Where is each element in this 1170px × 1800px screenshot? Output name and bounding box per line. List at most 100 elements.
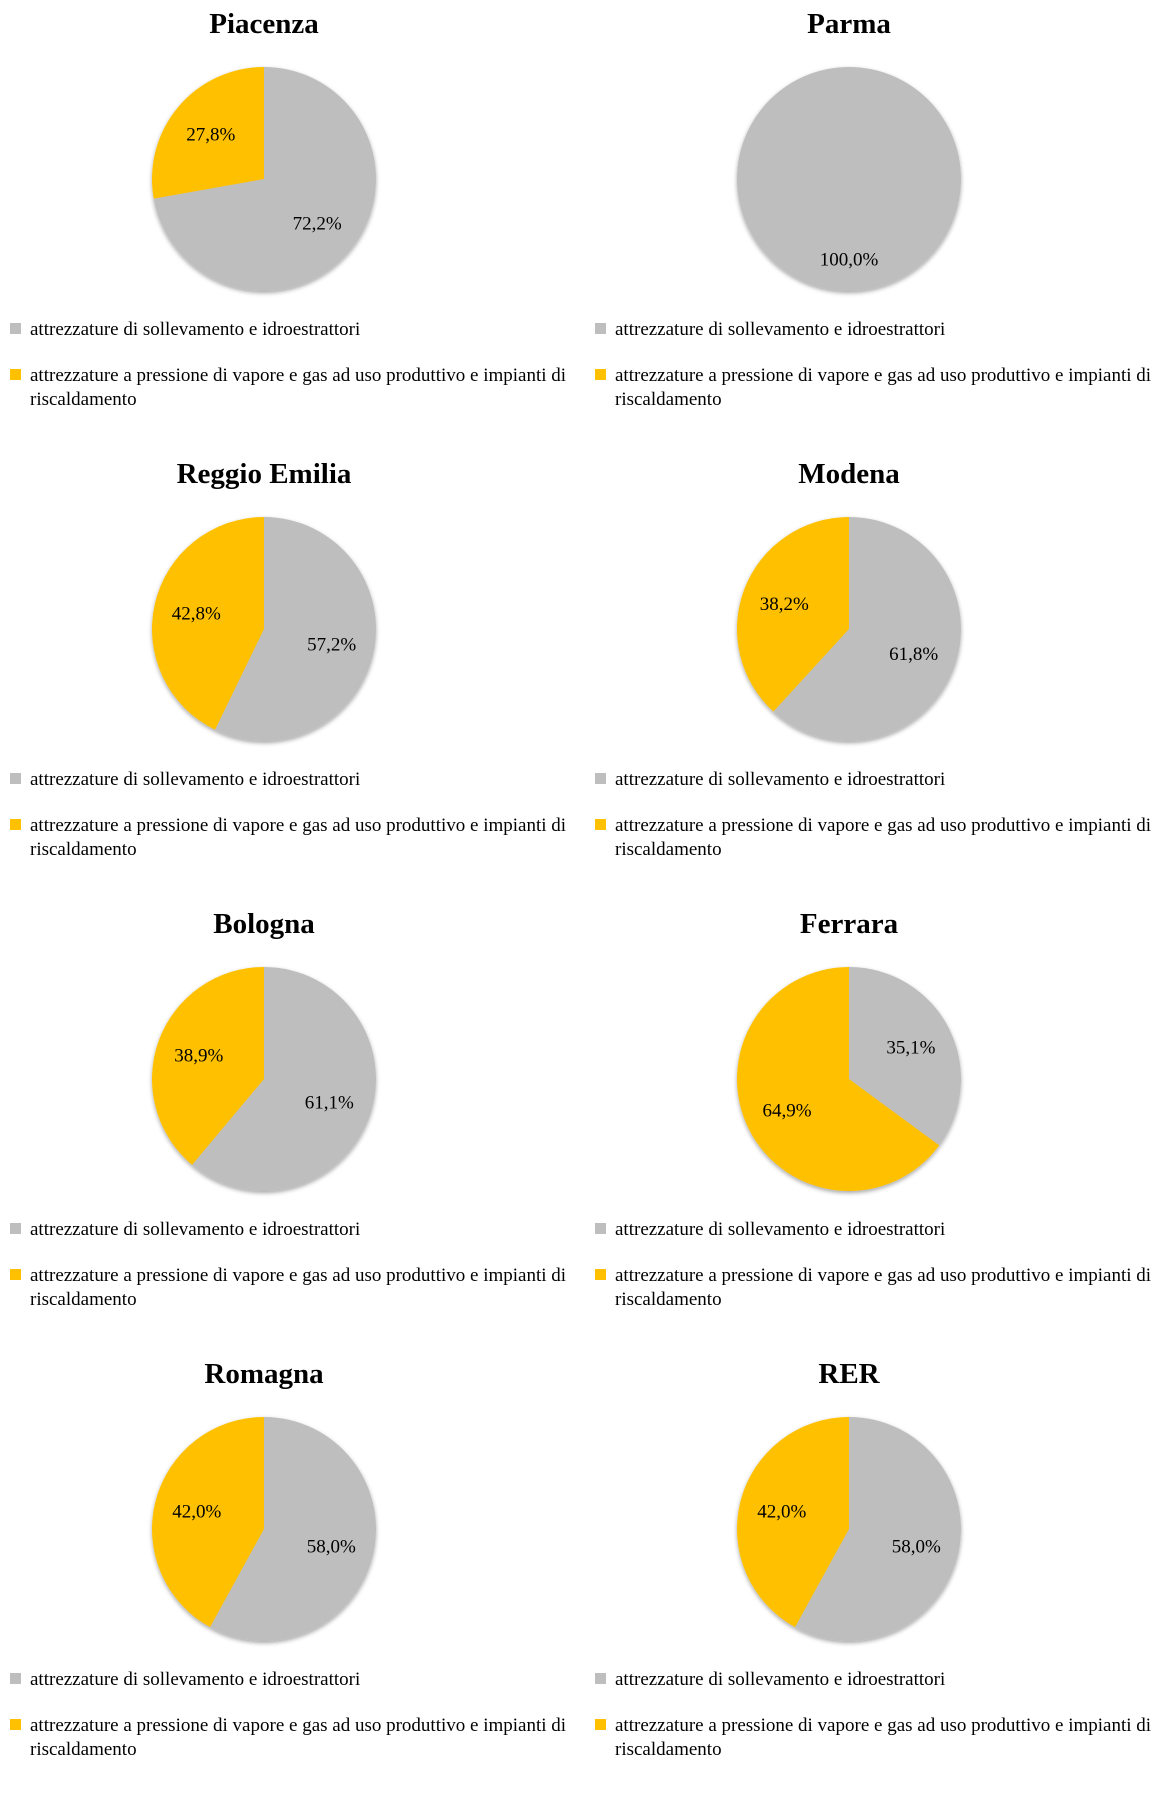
data-label: 64,9%	[762, 1100, 811, 1121]
legend-label: attrezzature di sollevamento e idroestra…	[615, 319, 946, 340]
data-label: 58,0%	[307, 1536, 356, 1557]
legend: attrezzature di sollevamento e idroestra…	[595, 1668, 1155, 1784]
pie-slice-sollevamento	[153, 67, 376, 291]
pie-slice-pressione	[737, 967, 940, 1191]
legend-label: attrezzature di sollevamento e idroestra…	[30, 1219, 361, 1240]
data-label: 42,0%	[757, 1502, 806, 1523]
legend-swatch	[10, 1269, 21, 1280]
legend-item: attrezzature di sollevamento e idroestra…	[595, 1668, 1155, 1692]
pie-slice-sollevamento	[795, 1417, 961, 1641]
legend-swatch	[10, 323, 21, 334]
chart-title: Piacenza	[209, 8, 319, 40]
legend-label: attrezzature a pressione di vapore e gas…	[615, 1265, 1152, 1310]
pie-chart-parma: Parma 100,0% attrezzature di sollevamento …	[585, 0, 1170, 450]
pie-slice-sollevamento	[210, 1417, 376, 1641]
pie-slice-sollevamento	[849, 967, 961, 1146]
legend-item: attrezzature a pressione di vapore e gas…	[10, 364, 570, 412]
pie-slice-pressione	[152, 967, 264, 1165]
legend-item: attrezzature a pressione di vapore e gas…	[595, 1714, 1155, 1762]
pie-rer: 58,0% 42,0%	[737, 1417, 961, 1641]
data-label: 27,8%	[186, 124, 235, 145]
legend: attrezzature di sollevamento e idroestra…	[10, 1668, 570, 1784]
legend-label: attrezzature a pressione di vapore e gas…	[30, 365, 567, 410]
data-label: 57,2%	[307, 635, 356, 656]
legend: attrezzature di sollevamento e idroestra…	[595, 1218, 1155, 1334]
pie-slice-pressione	[152, 517, 264, 730]
chart-title: Reggio Emilia	[176, 458, 352, 490]
data-label: 61,1%	[305, 1093, 354, 1114]
pie-slice-pressione	[737, 517, 849, 712]
legend-item: attrezzature a pressione di vapore e gas…	[595, 364, 1155, 412]
pie-piacenza: 72,2% 27,8%	[152, 67, 376, 291]
legend-label: attrezzature a pressione di vapore e gas…	[615, 365, 1152, 410]
pie-reggio-emilia: 57,2% 42,8%	[152, 517, 377, 741]
pie-modena: 61,8% 38,2%	[737, 517, 961, 741]
legend-item: attrezzature di sollevamento e idroestra…	[10, 1218, 570, 1242]
legend-swatch	[595, 1269, 606, 1280]
legend-item: attrezzature a pressione di vapore e gas…	[595, 1264, 1155, 1312]
pie-slice-pressione	[152, 1417, 264, 1628]
legend-swatch	[595, 323, 606, 334]
legend: attrezzature di sollevamento e idroestra…	[595, 768, 1155, 884]
pie-chart-romagna: Romagna 58,0% 42,0% attrezzature di solleva…	[0, 1350, 585, 1800]
legend-swatch	[595, 1673, 606, 1684]
pie-slice-pressione	[152, 67, 264, 199]
pie-chart-ferrara: Ferrara 35,1% 64,9% attrezzature di solleva…	[585, 900, 1170, 1350]
data-label: 72,2%	[293, 214, 342, 235]
pie-chart-bologna: Bologna 61,1% 38,9% attrezzature di solleva…	[0, 900, 585, 1350]
legend-item: attrezzature a pressione di vapore e gas…	[595, 814, 1155, 862]
legend-swatch	[10, 369, 21, 380]
data-label: 100,0%	[820, 250, 879, 271]
legend-item: attrezzature di sollevamento e idroestra…	[595, 768, 1155, 792]
data-label: 38,9%	[174, 1045, 223, 1066]
pie-chart-rer: RER 58,0% 42,0% attrezzature di sollevament…	[585, 1350, 1170, 1800]
legend-swatch	[595, 1719, 606, 1730]
data-label: 42,0%	[172, 1502, 221, 1523]
data-label: 35,1%	[886, 1038, 935, 1059]
legend-label: attrezzature di sollevamento e idroestra…	[30, 769, 361, 790]
pie-slice-sollevamento	[215, 517, 377, 741]
data-label: 38,2%	[760, 594, 809, 615]
legend: attrezzature di sollevamento e idroestra…	[10, 1218, 570, 1334]
legend-swatch	[595, 773, 606, 784]
legend-swatch	[10, 773, 21, 784]
legend-label: attrezzature a pressione di vapore e gas…	[30, 1715, 567, 1760]
legend-item: attrezzature a pressione di vapore e gas…	[10, 814, 570, 862]
pie-chart-modena: Modena 61,8% 38,2% attrezzature di sollevam…	[585, 450, 1170, 900]
pie-romagna: 58,0% 42,0%	[152, 1417, 376, 1641]
chart-title: Ferrara	[799, 908, 899, 940]
pie-slice-sollevamento	[773, 517, 961, 741]
legend-item: attrezzature a pressione di vapore e gas…	[10, 1714, 570, 1762]
legend-label: attrezzature a pressione di vapore e gas…	[615, 815, 1152, 860]
legend-item: attrezzature di sollevamento e idroestra…	[595, 1218, 1155, 1242]
pie-chart-piacenza: Piacenza 72,2% 27,8% attrezzature di sollev…	[0, 0, 585, 450]
pie-parma: 100,0%	[737, 67, 961, 291]
chart-title: Modena	[798, 458, 900, 490]
data-label: 58,0%	[892, 1536, 941, 1557]
legend-swatch	[595, 369, 606, 380]
pie-slice-pressione	[737, 1417, 849, 1628]
legend-item: attrezzature di sollevamento e idroestra…	[10, 318, 570, 342]
legend-label: attrezzature di sollevamento e idroestra…	[615, 1669, 946, 1690]
legend-label: attrezzature a pressione di vapore e gas…	[30, 815, 567, 860]
legend-swatch	[595, 819, 606, 830]
legend-item: attrezzature a pressione di vapore e gas…	[10, 1264, 570, 1312]
chart-title: RER	[818, 1358, 880, 1390]
pie-bologna: 61,1% 38,9%	[152, 967, 376, 1191]
pie-slice-sollevamento	[737, 67, 961, 291]
legend: attrezzature di sollevamento e idroestra…	[10, 768, 570, 884]
legend-swatch	[595, 1223, 606, 1234]
legend-label: attrezzature di sollevamento e idroestra…	[30, 1669, 361, 1690]
pie-ferrara: 35,1% 64,9%	[737, 967, 961, 1191]
legend-label: attrezzature a pressione di vapore e gas…	[615, 1715, 1152, 1760]
chart-title: Bologna	[213, 908, 315, 940]
data-label: 61,8%	[889, 644, 938, 665]
legend-item: attrezzature di sollevamento e idroestra…	[10, 768, 570, 792]
legend-item: attrezzature di sollevamento e idroestra…	[595, 318, 1155, 342]
chart-title: Parma	[807, 8, 891, 40]
data-label: 42,8%	[172, 603, 221, 624]
pie-slice-sollevamento	[192, 967, 376, 1191]
legend-label: attrezzature a pressione di vapore e gas…	[30, 1265, 567, 1310]
legend-item: attrezzature di sollevamento e idroestra…	[10, 1668, 570, 1692]
